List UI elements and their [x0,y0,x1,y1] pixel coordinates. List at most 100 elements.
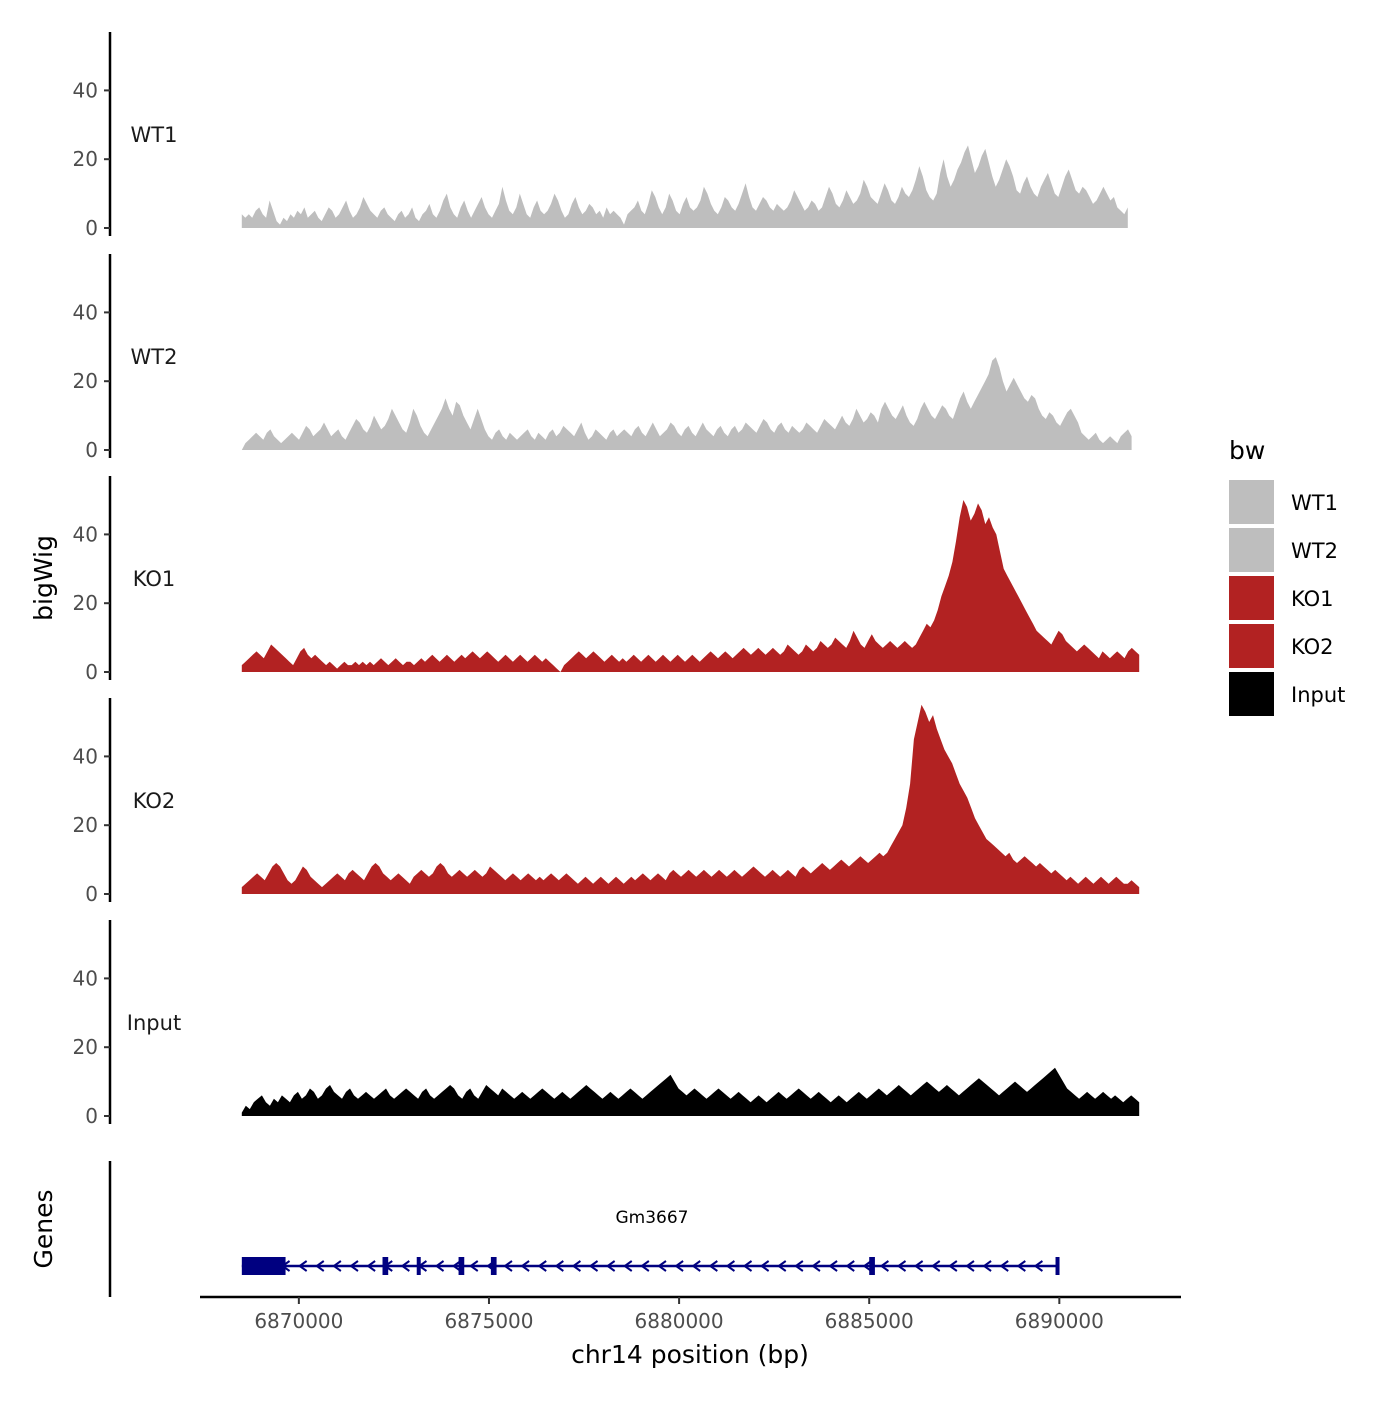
strand-arrow [349,1260,359,1272]
strand-arrow [965,1260,975,1272]
track-ko1: 0 20 40 KO1 [73,476,1140,684]
y-tick-label: 0 [85,216,98,240]
strand-arrow [896,1260,907,1272]
legend-swatch-wt2 [1229,528,1274,572]
y-tick-label: 40 [73,78,98,102]
legend-label: Input [1291,683,1345,707]
track-ko2: 0 20 40 KO2 [73,698,1140,906]
y-tick-label: 20 [73,369,98,393]
signal-area-ko2 [241,704,1140,894]
strand-arrow [537,1260,547,1272]
y-tick-label: 20 [73,591,98,615]
strand-arrow [794,1260,804,1272]
signal-area-wt1 [241,145,1128,228]
bigwig-tracks: 0 20 40 WT1 0 20 40 WT2 0 20 40 KO1 0 20 40 KO2 0 20 40 Inp… [73,32,1140,1128]
strand-arrow [554,1260,564,1272]
genes-track: Gm3667 [108,1161,1060,1297]
legend-label: KO1 [1291,587,1334,611]
legend-swatch-input [1229,672,1274,716]
strand-arrow [708,1260,718,1272]
y-tick-label: 20 [73,813,98,837]
strand-arrow [332,1260,342,1272]
strand-arrow [366,1260,376,1272]
strand-arrow [657,1260,667,1272]
signal-area-wt2 [241,357,1132,450]
track-label: WT1 [131,123,178,147]
strand-arrow [777,1260,787,1272]
y-tick-label: 40 [73,300,98,324]
legend-label: KO2 [1291,635,1334,659]
strand-arrow [913,1260,924,1272]
x-axis-label: chr14 position (bp) [571,1340,809,1369]
strand-arrow [691,1260,701,1272]
track-label: KO2 [133,789,176,813]
strand-arrow [931,1260,941,1272]
y-axis-label: bigWig [29,535,58,621]
gene-name-label: Gm3667 [616,1208,689,1228]
y-tick-label: 20 [73,1035,98,1059]
strand-arrow [742,1260,753,1272]
strand-arrow [725,1260,736,1272]
signal-area-ko1 [241,500,1140,672]
gene-exon [490,1257,497,1275]
y-tick-label: 0 [85,1104,98,1128]
strand-arrow [451,1260,462,1272]
strand-arrow [605,1260,616,1272]
x-tick-label: 6880000 [635,1309,724,1333]
track-wt2: 0 20 40 WT2 [73,254,1132,462]
strand-arrow [999,1260,1009,1272]
y-tick-label: 40 [73,744,98,768]
track-input: 0 20 40 Input [73,920,1140,1128]
legend-swatch-ko2 [1229,624,1274,668]
strand-arrow [434,1260,445,1272]
strand-arrow [1016,1260,1026,1272]
strand-arrow [469,1260,479,1272]
gene-exon [869,1257,875,1275]
x-axis: 6870000 6875000 6880000 6885000 6890000 [200,1295,1181,1333]
strand-arrow [571,1260,582,1272]
strand-arrow [315,1260,325,1272]
track-wt1: 0 20 40 WT1 [73,32,1128,240]
gene-exon [458,1257,465,1275]
track-label: WT2 [131,345,178,369]
signal-area-input [241,1067,1140,1116]
strand-arrow [879,1260,889,1272]
legend-swatch-wt1 [1229,480,1274,524]
gene-exon [1055,1257,1060,1275]
x-tick-label: 6890000 [1015,1309,1104,1333]
strand-arrow [845,1260,855,1272]
x-tick-label: 6885000 [825,1309,914,1333]
strand-arrow [828,1260,838,1272]
strand-arrow [588,1260,599,1272]
strand-arrow [674,1260,684,1272]
x-tick-label: 6875000 [444,1309,533,1333]
strand-arrow [1033,1260,1043,1272]
y-tick-label: 40 [73,522,98,546]
strand-arrow [948,1260,958,1272]
strand-arrow [503,1260,513,1272]
gene-exon [416,1257,421,1275]
y-tick-label: 40 [73,966,98,990]
legend-title: bw [1229,436,1265,465]
strand-arrow [623,1260,633,1272]
strand-arrow [297,1260,308,1272]
strand-arrow [982,1260,992,1272]
genes-axis-label: Genes [29,1189,58,1268]
y-tick-label: 0 [85,660,98,684]
legend-swatch-ko1 [1229,576,1274,620]
legend: bw WT1 WT2 KO1 KO2 Input [1229,436,1345,716]
x-tick-label: 6870000 [254,1309,343,1333]
track-label: KO1 [133,567,176,591]
strand-arrow [862,1260,872,1272]
strand-arrow [640,1260,650,1272]
strand-arrow [759,1260,770,1272]
legend-label: WT1 [1291,491,1338,515]
y-tick-label: 0 [85,882,98,906]
track-label: Input [127,1011,181,1035]
strand-arrow [400,1260,410,1272]
gene-exon [241,1257,286,1275]
y-tick-label: 0 [85,438,98,462]
y-tick-label: 20 [73,147,98,171]
